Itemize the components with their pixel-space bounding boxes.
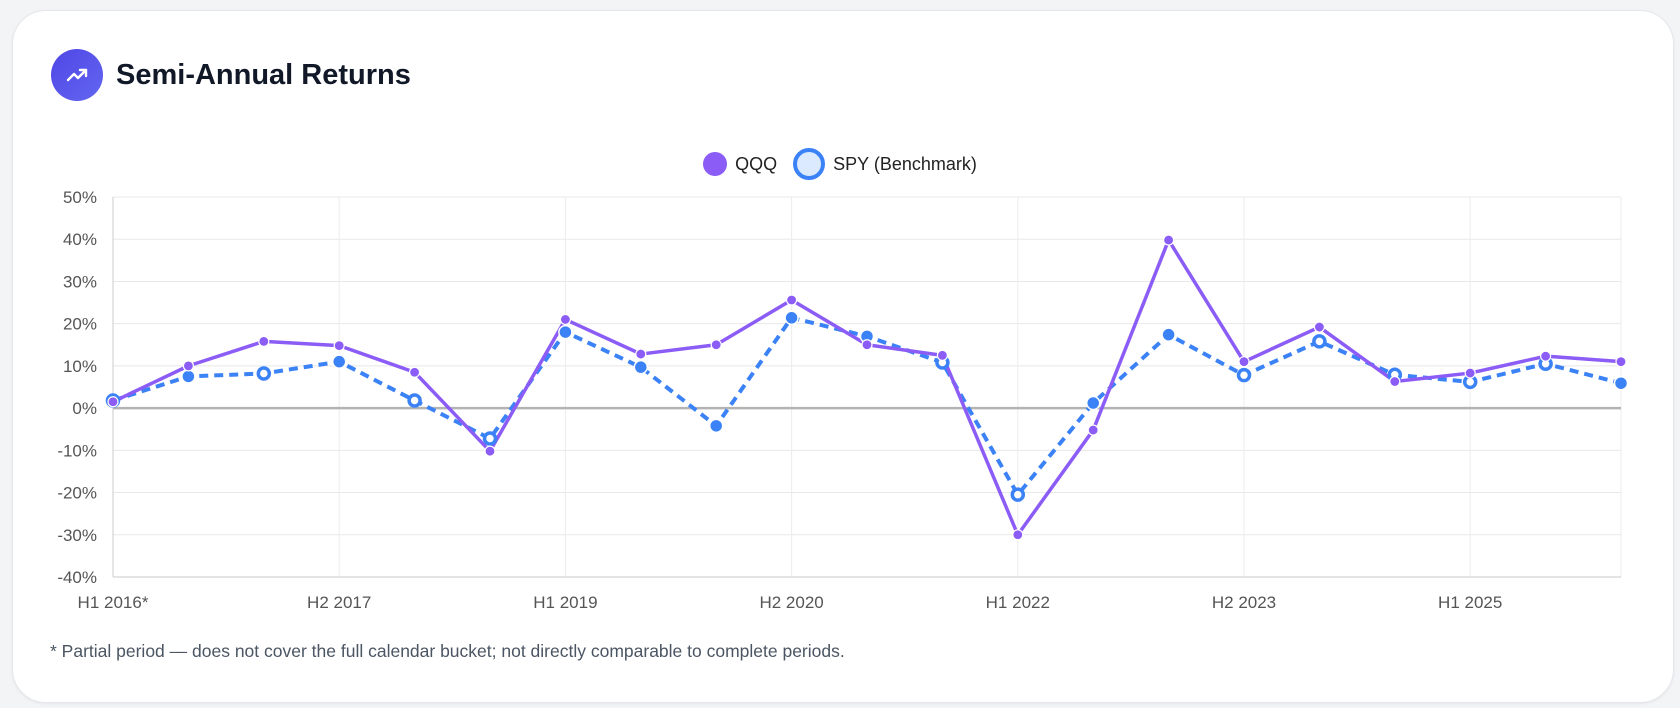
data-point-qqq <box>1238 356 1250 368</box>
data-point-qqq <box>1389 375 1401 388</box>
chart-card: Semi-Annual Returns <box>12 10 1674 703</box>
y-tick-label: 50% <box>63 188 97 207</box>
x-tick-label: H1 2025 <box>1438 593 1502 612</box>
legend-swatch-qqq <box>703 152 728 176</box>
y-tick-label: -10% <box>57 441 97 460</box>
legend-item-qqq[interactable]: QQQ <box>703 148 777 180</box>
data-point-qqq <box>936 349 949 361</box>
data-point-qqq <box>1162 234 1175 246</box>
legend-swatch-spy <box>793 148 826 180</box>
y-tick-label: 40% <box>63 230 97 249</box>
data-point-spy <box>558 324 573 340</box>
data-point-qqq <box>1615 356 1627 368</box>
data-point-spy <box>1010 487 1026 502</box>
data-point-spy <box>633 359 649 375</box>
data-point-qqq <box>861 339 873 351</box>
data-point-spy <box>331 354 347 369</box>
data-point-spy <box>1613 375 1629 391</box>
trending-up-icon <box>51 49 103 101</box>
data-point-spy <box>1161 327 1176 342</box>
x-tick-label: H1 2016* <box>78 593 149 612</box>
data-point-spy <box>1236 367 1252 383</box>
x-tick-label: H1 2022 <box>986 593 1050 612</box>
card-header: Semi-Annual Returns <box>51 49 411 101</box>
data-point-qqq <box>333 340 345 352</box>
data-point-qqq <box>1012 529 1024 541</box>
data-point-spy <box>407 393 422 408</box>
x-tick-label: H2 2020 <box>759 593 823 612</box>
data-point-qqq <box>107 396 119 408</box>
data-point-qqq <box>484 445 496 457</box>
data-point-qqq <box>1464 367 1476 379</box>
page-title: Semi-Annual Returns <box>116 58 411 91</box>
data-point-qqq <box>785 294 798 306</box>
footnote: * Partial period — does not cover the fu… <box>50 641 845 661</box>
x-tick-label: H2 2023 <box>1212 593 1276 612</box>
data-point-spy <box>181 369 196 384</box>
data-point-qqq <box>258 335 270 347</box>
legend-label-qqq: QQQ <box>735 153 778 174</box>
x-tick-label: H1 2019 <box>533 593 597 612</box>
y-tick-label: -40% <box>57 568 97 587</box>
data-point-qqq <box>409 366 421 378</box>
legend-item-spy[interactable]: SPY (Benchmark) <box>793 148 977 180</box>
x-tick-label: H2 2017 <box>307 593 371 612</box>
data-point-qqq <box>1087 424 1099 436</box>
data-point-qqq <box>1539 350 1552 362</box>
y-tick-label: 10% <box>63 357 97 376</box>
legend-label-spy: SPY (Benchmark) <box>833 153 977 174</box>
data-point-spy <box>482 431 498 446</box>
data-point-spy <box>1085 395 1101 411</box>
chart-legend: QQQ SPY (Benchmark) <box>0 148 1680 180</box>
y-tick-label: 30% <box>63 272 97 291</box>
data-point-qqq <box>635 348 647 360</box>
data-point-qqq <box>559 313 572 326</box>
data-point-spy <box>256 366 272 381</box>
data-point-spy <box>784 310 799 326</box>
y-tick-label: -30% <box>57 526 97 545</box>
y-tick-label: 0% <box>72 399 97 418</box>
data-point-qqq <box>710 339 722 351</box>
data-point-spy <box>708 418 724 434</box>
data-point-qqq <box>182 360 194 372</box>
data-point-spy <box>1312 334 1327 349</box>
data-point-qqq <box>1313 321 1326 333</box>
y-tick-label: 20% <box>63 315 97 334</box>
y-tick-label: -20% <box>57 484 97 503</box>
